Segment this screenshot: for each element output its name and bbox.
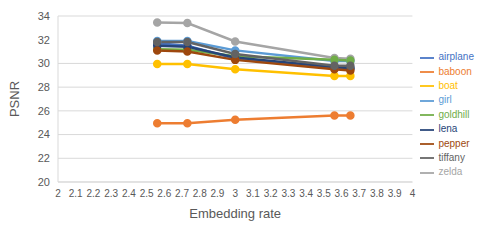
svg-text:2.6: 2.6 [157, 188, 171, 199]
svg-text:2.7: 2.7 [175, 188, 189, 199]
svg-text:24: 24 [38, 128, 50, 140]
svg-text:3.3: 3.3 [281, 188, 295, 199]
svg-text:4: 4 [410, 188, 416, 199]
html-text:tiffany: tiffany [438, 151, 465, 163]
svg-text:20: 20 [38, 176, 50, 188]
svg-text:3.5: 3.5 [317, 188, 331, 199]
svg-text:3.8: 3.8 [370, 188, 384, 199]
svg-text:34: 34 [38, 10, 50, 22]
svg-text:2.4: 2.4 [122, 188, 136, 199]
html-text:lena: lena [438, 123, 458, 135]
svg-text:Embedding rate: Embedding rate [189, 206, 281, 221]
html-text:pepper: pepper [438, 137, 470, 149]
svg-text:2: 2 [55, 188, 61, 199]
svg-text:2.1: 2.1 [69, 188, 83, 199]
svg-text:28: 28 [38, 81, 50, 93]
svg-text:2.3: 2.3 [104, 188, 118, 199]
svg-text:3: 3 [232, 188, 238, 199]
svg-text:3.7: 3.7 [352, 188, 366, 199]
svg-text:22: 22 [38, 152, 50, 164]
svg-text:30: 30 [38, 57, 50, 69]
svg-text:PSNR: PSNR [8, 81, 22, 117]
svg-text:3.9: 3.9 [388, 188, 402, 199]
html-text:zelda: zelda [438, 166, 463, 178]
svg-text:2.9: 2.9 [211, 188, 225, 199]
svg-text:2.8: 2.8 [193, 188, 207, 199]
html-text:baboon: baboon [438, 65, 472, 77]
svg-text:3.4: 3.4 [299, 188, 313, 199]
html-text:airplane: airplane [438, 51, 474, 63]
svg-text:2.2: 2.2 [86, 188, 100, 199]
svg-text:3.2: 3.2 [264, 188, 278, 199]
html-text:boat: boat [438, 80, 458, 92]
svg-text:2.5: 2.5 [140, 188, 154, 199]
svg-text:32: 32 [38, 34, 50, 46]
html-text:goldhill: goldhill [438, 108, 470, 120]
svg-text:3.6: 3.6 [335, 188, 349, 199]
html-text:girl: girl [438, 94, 452, 106]
svg-text:26: 26 [38, 105, 50, 117]
svg-text:3.1: 3.1 [246, 188, 260, 199]
